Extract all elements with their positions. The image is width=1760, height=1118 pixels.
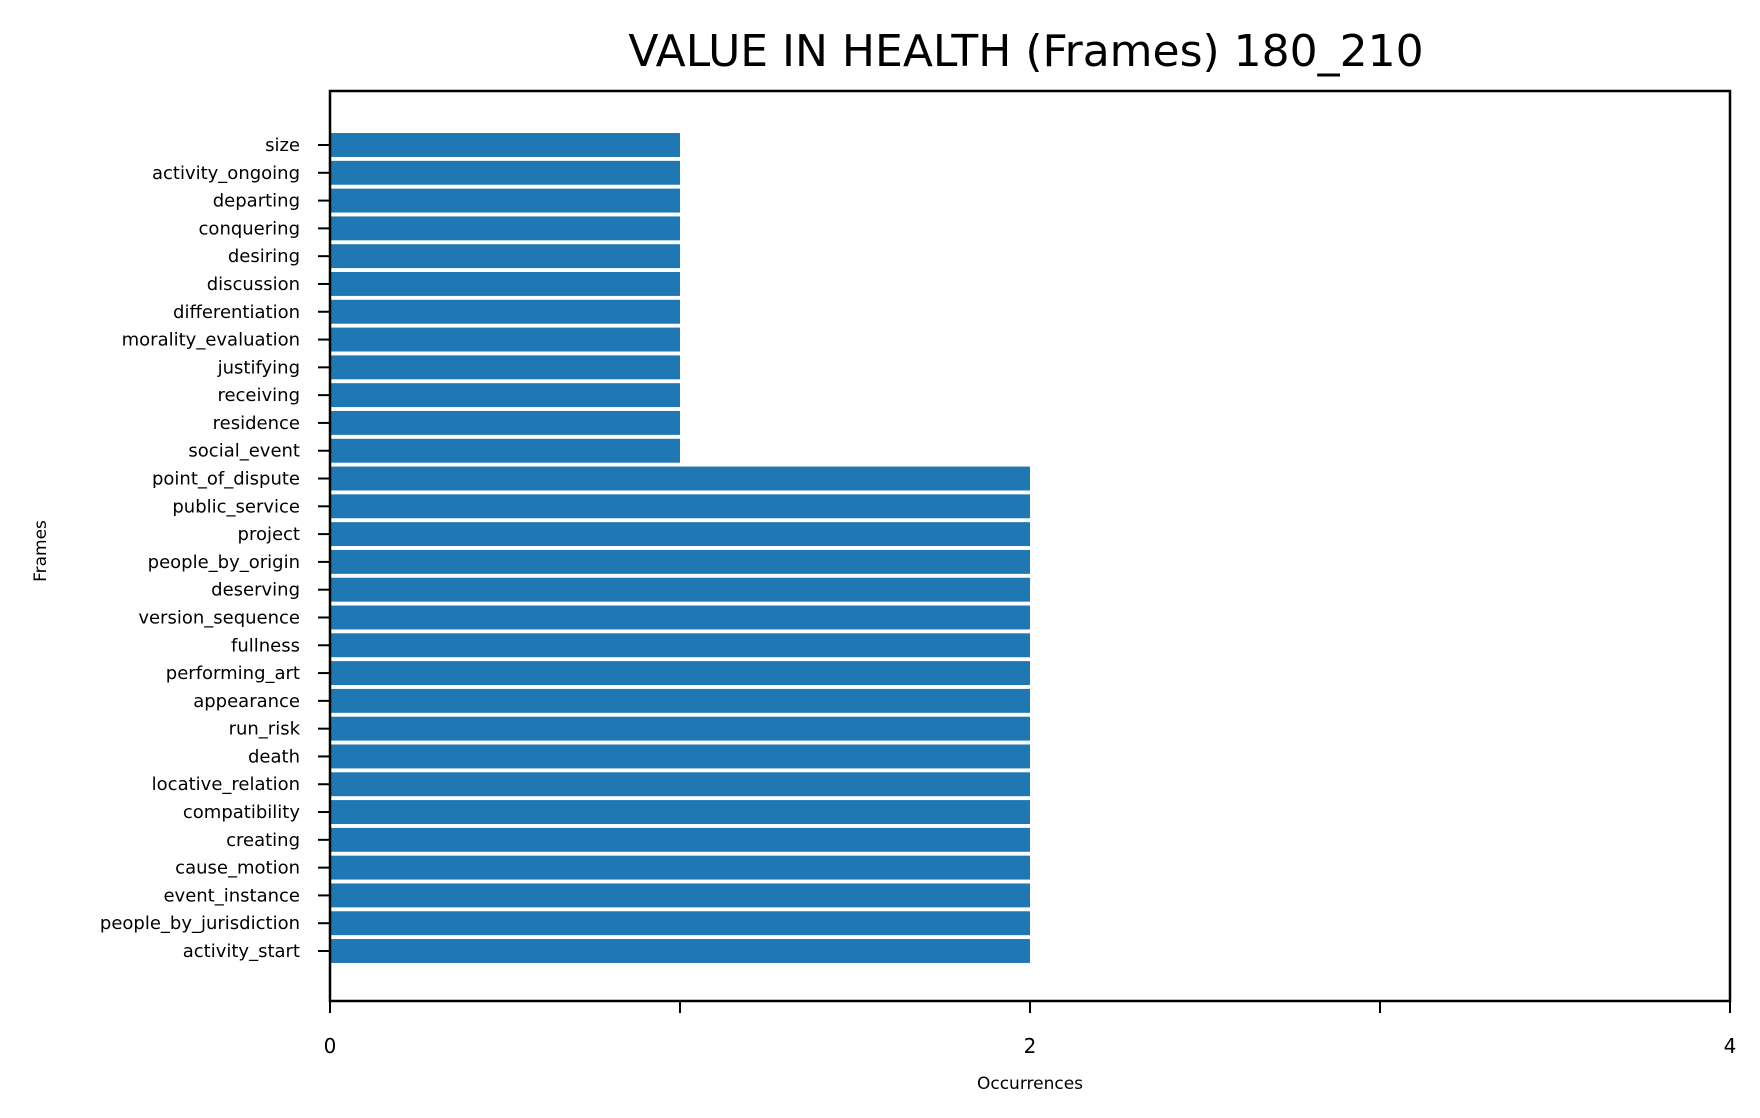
bar <box>330 522 1030 547</box>
y-tick-label: departing <box>213 191 300 212</box>
y-tick-label: social_event <box>188 441 300 462</box>
bar <box>330 633 1030 658</box>
bar <box>330 688 1030 713</box>
y-axis-label: Frames <box>31 520 51 582</box>
bar <box>330 244 680 269</box>
y-tick-label: size <box>265 135 300 156</box>
y-axis-ticks: size activity_ongoing departing conquering d… <box>100 135 330 962</box>
bar <box>330 827 1030 852</box>
y-tick-label: justifying <box>217 357 300 378</box>
y-tick-label: version_sequence <box>138 607 300 628</box>
bar <box>330 549 1030 574</box>
bar <box>330 744 1030 769</box>
y-tick-label: locative_relation <box>152 774 300 795</box>
bar <box>330 160 680 185</box>
bar <box>330 327 680 352</box>
bar <box>330 466 1030 491</box>
y-tick-label: deserving <box>211 580 300 601</box>
y-tick-label: conquering <box>199 218 300 239</box>
bar <box>330 605 1030 630</box>
bar <box>330 883 1030 908</box>
bar <box>330 383 680 408</box>
bar <box>330 133 680 157</box>
x-tick-label: 2 <box>1024 1034 1037 1058</box>
y-tick-label: public_service <box>172 496 300 517</box>
bar <box>330 577 1030 602</box>
y-tick-label: compatibility <box>183 802 300 823</box>
bar <box>330 216 680 241</box>
bar <box>330 772 1030 797</box>
y-tick-label: project <box>238 524 300 545</box>
y-tick-label: point_of_dispute <box>152 469 300 490</box>
y-tick-label: performing_art <box>166 663 300 684</box>
y-tick-label: creating <box>226 830 300 851</box>
y-tick-label: morality_evaluation <box>122 330 300 351</box>
y-tick-label: people_by_jurisdiction <box>100 913 300 934</box>
x-tick-label: 0 <box>324 1034 337 1058</box>
x-axis-label: Occurrences <box>977 1074 1083 1094</box>
bar <box>330 855 1030 880</box>
x-tick-label: 4 <box>1724 1034 1737 1058</box>
bar <box>330 494 1030 519</box>
bar <box>330 272 680 296</box>
y-tick-label: cause_motion <box>175 858 300 879</box>
bars-group <box>330 133 1030 963</box>
y-tick-label: run_risk <box>229 719 301 740</box>
y-tick-label: people_by_origin <box>148 552 300 573</box>
y-tick-label: desiring <box>228 246 300 267</box>
y-tick-label: differentiation <box>173 302 300 323</box>
bar <box>330 355 680 380</box>
y-tick-label: death <box>248 746 300 767</box>
bar <box>330 299 680 324</box>
bar <box>330 911 1030 936</box>
bar <box>330 800 1030 824</box>
y-tick-label: residence <box>213 413 300 434</box>
y-tick-label: event_instance <box>163 885 300 906</box>
y-tick-label: activity_ongoing <box>152 163 300 184</box>
y-tick-label: appearance <box>193 691 300 712</box>
bar <box>330 410 680 435</box>
bar <box>330 716 1030 741</box>
bar <box>330 188 680 213</box>
y-tick-label: discussion <box>207 274 300 295</box>
bar <box>330 939 1030 963</box>
chart-title: VALUE IN HEALTH (Frames) 180_210 <box>628 26 1423 77</box>
plot-frame <box>328 89 1732 1003</box>
y-tick-label: activity_start <box>183 941 300 962</box>
x-axis-ticks: 0 2 4 <box>324 1001 1737 1058</box>
y-tick-label: receiving <box>217 385 300 406</box>
y-tick-label: fullness <box>231 635 300 656</box>
bar <box>330 661 1030 686</box>
bar <box>330 438 680 463</box>
